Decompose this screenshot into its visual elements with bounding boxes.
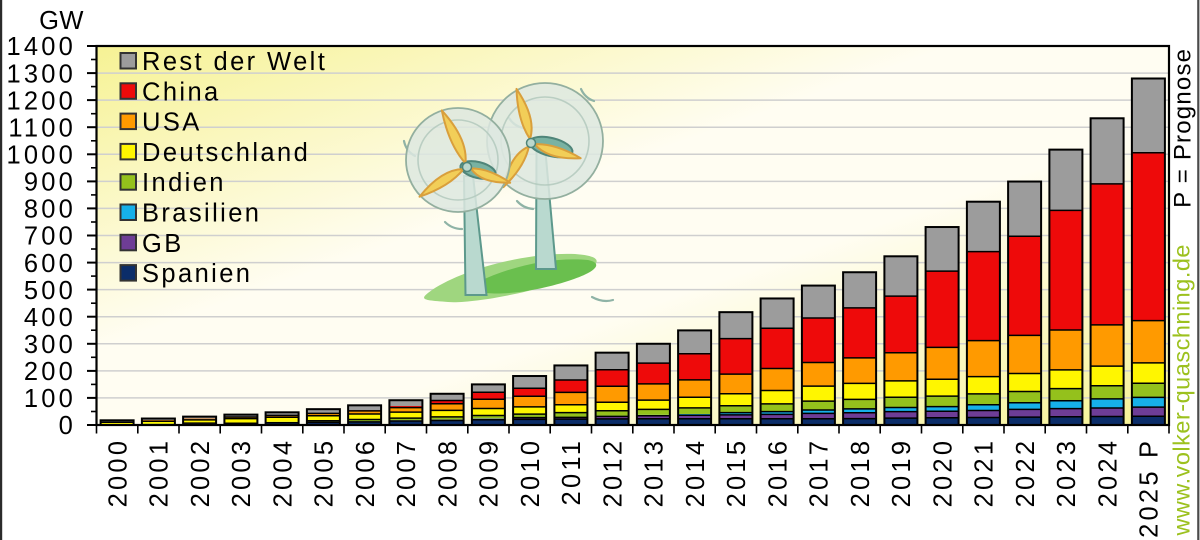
svg-text:2019: 2019 (888, 438, 916, 508)
svg-text:2013: 2013 (641, 438, 669, 508)
svg-text:700: 700 (24, 223, 76, 251)
svg-text:Deutschland: Deutschland (142, 139, 310, 167)
svg-text:500: 500 (24, 277, 76, 305)
svg-text:1400: 1400 (6, 33, 76, 61)
svg-text:www.volker-quaschning.de: www.volker-quaschning.de (1169, 244, 1195, 537)
svg-text:P = Prognose: P = Prognose (1170, 48, 1197, 208)
svg-text:2014: 2014 (682, 438, 710, 508)
svg-text:2022: 2022 (1012, 438, 1040, 508)
svg-text:2007: 2007 (393, 438, 421, 508)
svg-text:1000: 1000 (6, 142, 76, 170)
svg-text:2003: 2003 (228, 438, 256, 508)
svg-text:2010: 2010 (517, 438, 545, 508)
svg-text:2025 P: 2025 P (1136, 438, 1164, 538)
svg-text:2011: 2011 (558, 438, 586, 506)
svg-text:2012: 2012 (599, 438, 627, 508)
svg-text:2004: 2004 (269, 438, 297, 508)
svg-text:2009: 2009 (476, 438, 504, 508)
svg-text:2005: 2005 (311, 438, 339, 508)
svg-text:2021: 2021 (971, 438, 999, 508)
svg-text:2008: 2008 (434, 438, 462, 508)
svg-text:USA: USA (142, 109, 202, 137)
svg-text:2017: 2017 (806, 438, 834, 508)
svg-text:800: 800 (24, 196, 76, 224)
svg-text:2006: 2006 (352, 438, 380, 508)
svg-text:China: China (142, 78, 221, 106)
svg-text:1200: 1200 (6, 87, 76, 115)
svg-text:Indien: Indien (142, 169, 226, 197)
svg-text:2018: 2018 (847, 438, 875, 508)
svg-text:2001: 2001 (146, 438, 174, 508)
svg-text:100: 100 (24, 385, 76, 413)
svg-text:2024: 2024 (1094, 438, 1122, 508)
svg-text:2002: 2002 (187, 438, 215, 508)
svg-text:2016: 2016 (764, 438, 792, 508)
svg-text:600: 600 (24, 250, 76, 278)
svg-text:1300: 1300 (6, 60, 76, 88)
svg-text:200: 200 (24, 358, 76, 386)
svg-text:GB: GB (142, 230, 184, 258)
svg-text:900: 900 (24, 169, 76, 197)
svg-text:2020: 2020 (929, 438, 957, 508)
svg-text:2000: 2000 (104, 438, 132, 508)
svg-text:Rest der Welt: Rest der Welt (142, 48, 327, 76)
svg-text:400: 400 (24, 304, 76, 332)
svg-text:Spanien: Spanien (142, 260, 252, 288)
svg-text:2023: 2023 (1053, 438, 1081, 508)
svg-text:0: 0 (59, 412, 76, 440)
svg-text:GW: GW (39, 7, 84, 35)
svg-text:300: 300 (24, 331, 76, 359)
svg-text:2015: 2015 (723, 438, 751, 508)
svg-text:Brasilien: Brasilien (142, 200, 261, 228)
svg-text:1100: 1100 (8, 114, 76, 142)
